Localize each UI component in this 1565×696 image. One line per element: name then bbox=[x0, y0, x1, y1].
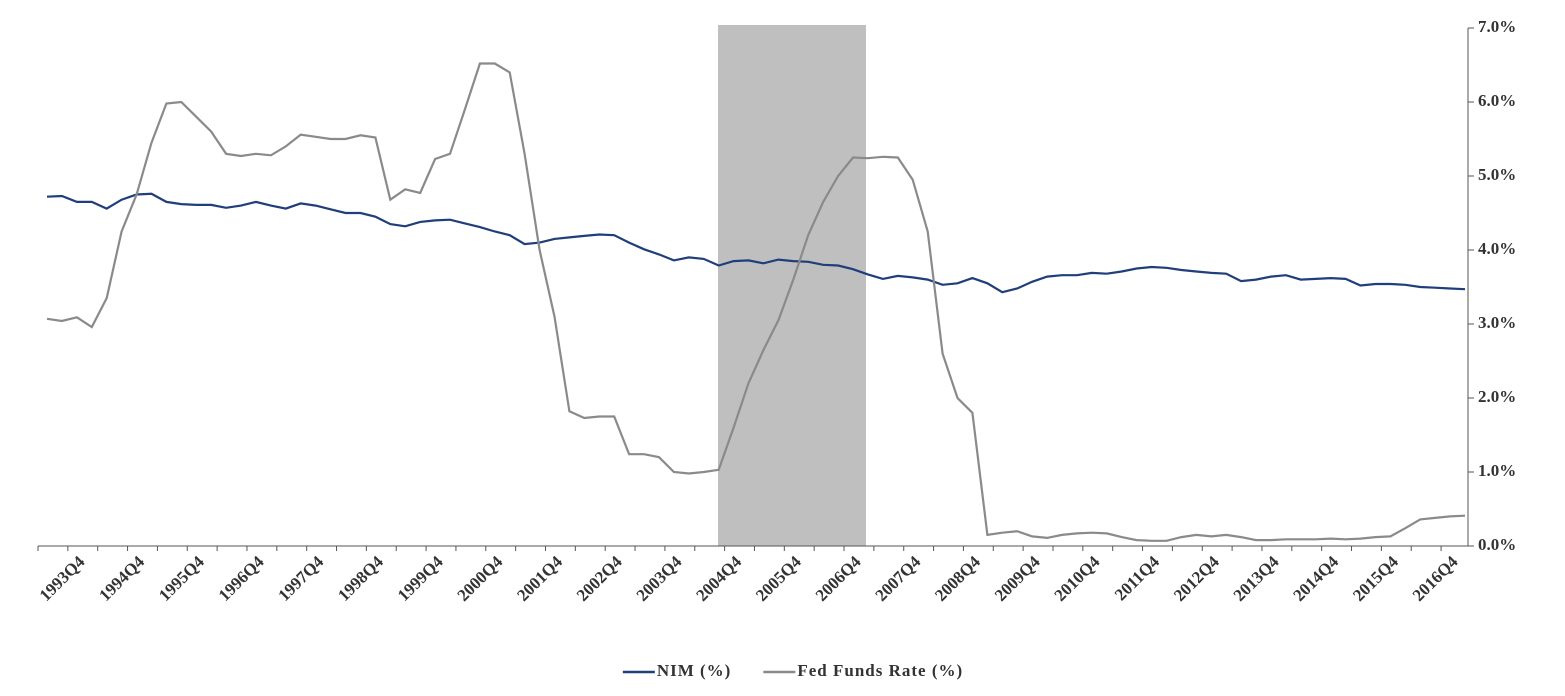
x-tick-label: 2002Q4 bbox=[573, 552, 626, 605]
x-tick-label: 1998Q4 bbox=[334, 552, 387, 605]
legend-label: NIM (%) bbox=[657, 661, 732, 680]
x-tick-label: 1994Q4 bbox=[95, 552, 148, 605]
x-tick-label: 2012Q4 bbox=[1170, 552, 1223, 605]
x-tick-label: 2016Q4 bbox=[1409, 552, 1462, 605]
y2-tick-label: 0.0% bbox=[1478, 535, 1516, 554]
y2-tick-label: 2.0% bbox=[1478, 387, 1516, 406]
series-line bbox=[46, 62, 1466, 542]
y2-tick-label: 5.0% bbox=[1478, 165, 1516, 184]
y2-tick-label: 1.0% bbox=[1478, 461, 1516, 480]
x-tick-label: 2001Q4 bbox=[513, 552, 566, 605]
x-tick-label: 2010Q4 bbox=[1051, 552, 1104, 605]
x-tick-label: 2006Q4 bbox=[812, 552, 865, 605]
x-tick-label: 2007Q4 bbox=[871, 552, 924, 605]
x-tick-label: 2013Q4 bbox=[1230, 552, 1283, 605]
y2-tick-label: 3.0% bbox=[1478, 313, 1516, 332]
legend-label: Fed Funds Rate (%) bbox=[797, 661, 963, 680]
x-tick-label: 1993Q4 bbox=[36, 552, 89, 605]
series-line bbox=[46, 192, 1466, 294]
x-tick-label: 2003Q4 bbox=[633, 552, 686, 605]
x-tick-label: 2005Q4 bbox=[752, 552, 805, 605]
y2-tick-label: 7.0% bbox=[1478, 17, 1516, 36]
x-tick-label: 1995Q4 bbox=[155, 552, 208, 605]
x-tick-label: 2015Q4 bbox=[1349, 552, 1402, 605]
x-tick-label: 2000Q4 bbox=[454, 552, 507, 605]
x-tick-label: 1997Q4 bbox=[274, 552, 327, 605]
y2-tick-label: 6.0% bbox=[1478, 91, 1516, 110]
x-tick-label: 2009Q4 bbox=[991, 552, 1044, 605]
legend: NIM (%) Fed Funds Rate (%) bbox=[622, 661, 963, 680]
x-tick-label: 2004Q4 bbox=[692, 552, 745, 605]
x-tick-label: 2011Q4 bbox=[1111, 552, 1164, 605]
x-tick-label: 2008Q4 bbox=[931, 552, 984, 605]
x-tick-label: 2014Q4 bbox=[1289, 552, 1342, 605]
y2-tick-label: 4.0% bbox=[1478, 239, 1516, 258]
x-tick-label: 1996Q4 bbox=[215, 552, 268, 605]
x-tick-label: 1999Q4 bbox=[394, 552, 447, 605]
